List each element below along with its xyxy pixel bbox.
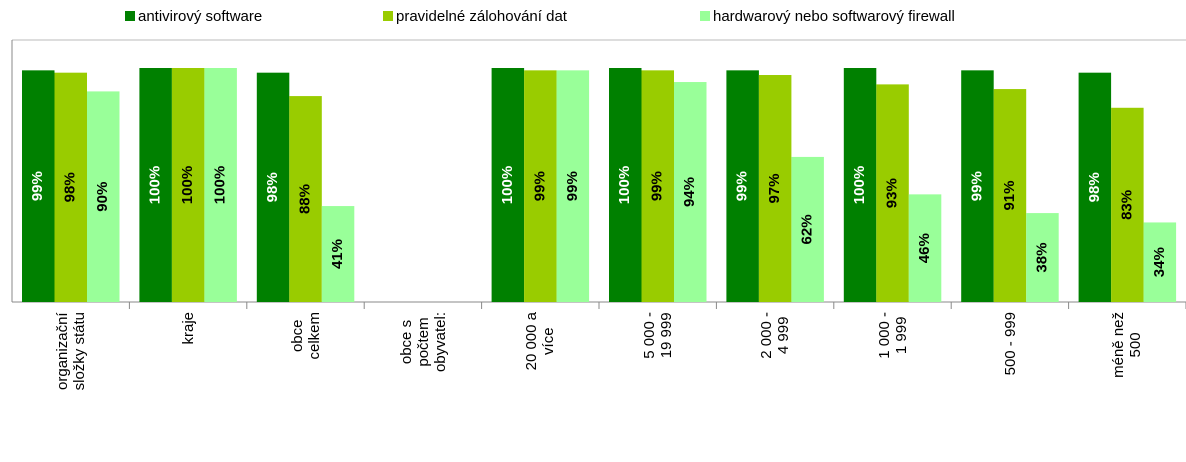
bar xyxy=(1143,222,1177,302)
bar xyxy=(674,82,707,302)
value-label: 99% xyxy=(734,171,751,201)
bar xyxy=(54,72,87,303)
value-label: 100% xyxy=(616,166,633,204)
bar xyxy=(87,91,120,303)
value-label: 34% xyxy=(1151,247,1168,277)
bar xyxy=(758,75,792,303)
bar xyxy=(961,70,994,302)
bar xyxy=(321,206,355,302)
bar xyxy=(139,68,172,302)
value-label: 98% xyxy=(62,172,79,202)
bar xyxy=(256,72,290,303)
value-label: 100% xyxy=(179,166,196,204)
bar xyxy=(726,70,759,302)
value-label: 41% xyxy=(329,239,346,269)
legend-swatch xyxy=(700,11,710,21)
bar xyxy=(204,68,237,302)
legend-swatch xyxy=(383,11,393,21)
value-label: 94% xyxy=(681,177,698,207)
value-label: 62% xyxy=(799,214,816,244)
value-label: 97% xyxy=(766,173,783,203)
bar xyxy=(556,70,590,302)
value-label: 38% xyxy=(1033,243,1050,273)
bar xyxy=(1111,107,1144,302)
x-tick-label: 2 000 - 4 999 xyxy=(758,312,793,359)
value-label: 90% xyxy=(94,182,111,212)
legend-label: pravidelné zálohování dat xyxy=(396,8,568,25)
bar xyxy=(171,68,205,302)
legend-label: hardwarový nebo softwarový firewall xyxy=(713,8,955,25)
value-label: 46% xyxy=(916,233,933,263)
x-tick-label: 5 000 - 19 999 xyxy=(640,312,675,359)
value-label: 99% xyxy=(531,171,548,201)
value-label: 99% xyxy=(29,171,46,201)
value-label: 88% xyxy=(297,184,314,214)
x-tick-label: 1 000 - 1 999 xyxy=(875,312,910,359)
bar xyxy=(843,68,877,302)
value-label: 100% xyxy=(499,166,516,204)
value-label: 100% xyxy=(851,166,868,204)
bar xyxy=(289,96,322,302)
value-label: 100% xyxy=(212,166,229,204)
x-tick-label: organizační složky státu xyxy=(53,312,88,391)
value-label: 99% xyxy=(564,171,581,201)
value-label: 83% xyxy=(1118,190,1135,220)
legend-swatch xyxy=(125,11,135,21)
bar xyxy=(641,70,674,302)
bar xyxy=(491,68,525,302)
bar xyxy=(22,70,55,302)
bar xyxy=(908,194,942,302)
value-label: 98% xyxy=(1086,172,1103,202)
x-tick-label: 500 - 999 xyxy=(1001,312,1019,376)
x-tick-label: kraje xyxy=(179,312,197,345)
page: antivirový software pravidelné zálohování… xyxy=(11,7,1186,391)
legend-label: antivirový software xyxy=(138,8,262,25)
chart: antivirový software pravidelné zálohování… xyxy=(11,8,1186,309)
bar xyxy=(791,156,824,302)
x-tick-label: obce celkem xyxy=(288,312,323,360)
value-label: 98% xyxy=(264,172,281,202)
bar xyxy=(993,89,1027,302)
value-label: 93% xyxy=(884,178,901,208)
value-label: 99% xyxy=(649,171,666,201)
bar xyxy=(876,84,909,302)
value-label: 100% xyxy=(147,166,164,204)
value-label: 91% xyxy=(1001,181,1018,211)
x-tick-label: 20 000 a více xyxy=(523,312,558,371)
value-label: 99% xyxy=(968,171,985,201)
bar xyxy=(1026,213,1059,302)
bar xyxy=(524,70,557,302)
x-tick-label: méně než 500 xyxy=(1110,312,1145,378)
bar xyxy=(1078,72,1112,303)
x-tick-label: obce s počtem obyvatel: xyxy=(397,312,449,373)
bar xyxy=(609,68,642,302)
